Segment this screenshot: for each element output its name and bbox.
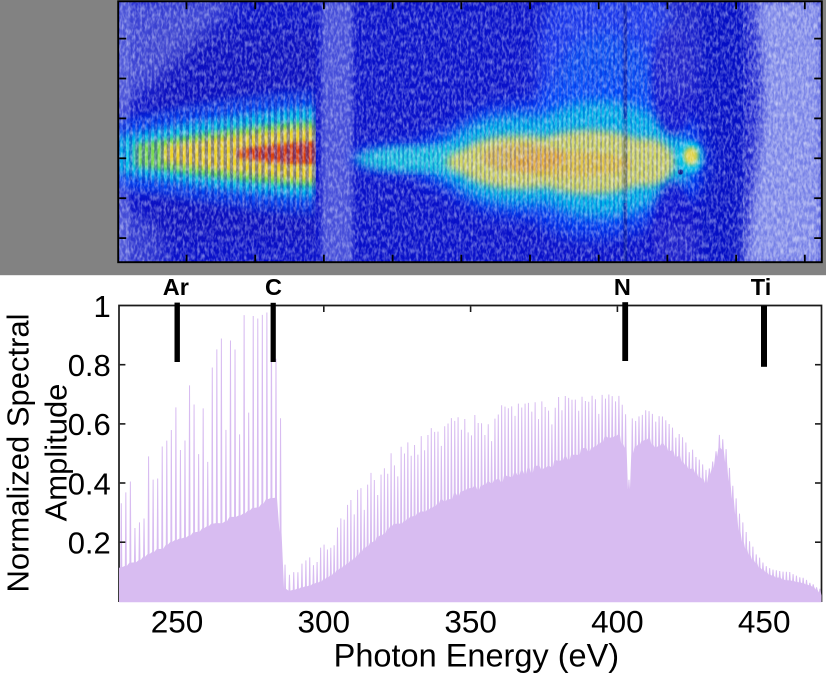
svg-text:Photon Energy (eV): Photon Energy (eV) [334,638,619,674]
svg-text:450: 450 [738,604,791,640]
svg-text:N: N [614,274,631,300]
svg-text:Amplitude: Amplitude [39,384,74,522]
svg-text:Ti: Ti [751,274,771,300]
svg-text:C: C [265,274,282,300]
svg-text:0.2: 0.2 [68,526,111,561]
svg-text:1: 1 [94,289,111,324]
svg-text:Ar: Ar [163,274,189,300]
svg-text:0.8: 0.8 [68,348,111,383]
svg-text:Normalized Spectral: Normalized Spectral [1,313,36,592]
svg-text:250: 250 [151,604,204,640]
svg-text:300: 300 [298,604,351,640]
svg-text:0.4: 0.4 [68,466,111,501]
svg-text:350: 350 [444,604,497,640]
svg-text:0.6: 0.6 [68,407,111,442]
svg-text:400: 400 [591,604,644,640]
